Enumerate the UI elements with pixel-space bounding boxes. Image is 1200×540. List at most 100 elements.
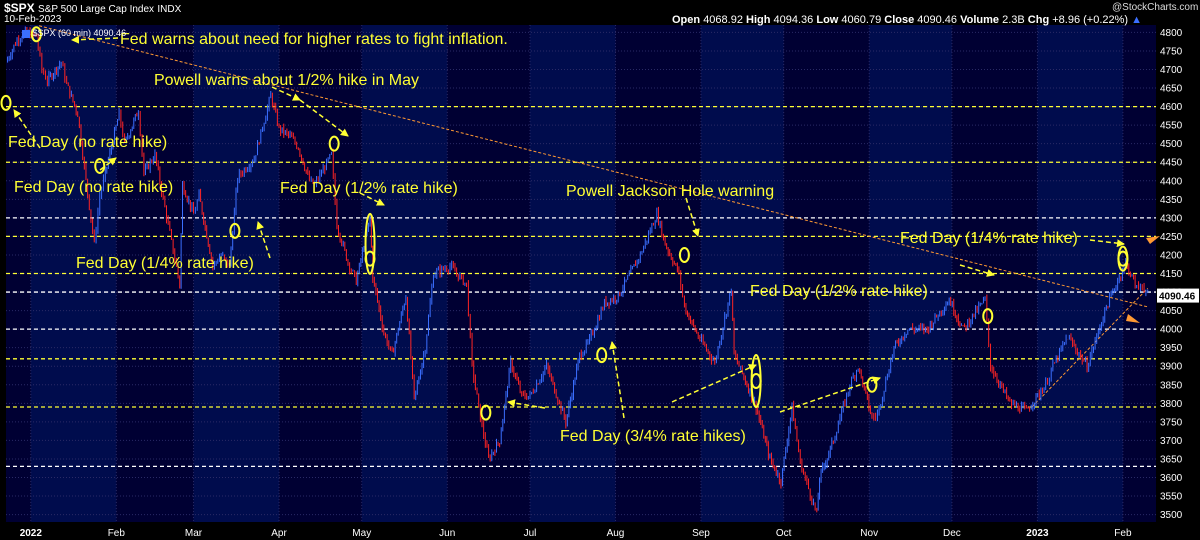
event-marker-tall <box>750 354 762 409</box>
event-marker <box>866 376 878 393</box>
event-marker <box>982 308 994 325</box>
x-tick-label: Mar <box>185 528 203 539</box>
chart-date: 10-Feb-2023 <box>4 14 62 25</box>
chart-title: $SPX S&P 500 Large Cap Index INDX <box>4 1 181 15</box>
x-tick-label: Apr <box>271 528 287 539</box>
trendline <box>38 25 1148 308</box>
high-label: High <box>746 14 771 26</box>
event-marker <box>596 347 608 364</box>
y-tick-label: 4300 <box>1160 213 1183 224</box>
y-tick-label: 4650 <box>1160 84 1183 95</box>
annotation-fed-quarter-feb: Fed Day (1/4% rate hike) <box>900 230 1078 247</box>
event-marker <box>328 135 340 152</box>
event-marker <box>678 246 690 263</box>
volume-value: 2.3B <box>1002 14 1025 26</box>
annotation-fed-half-may: Fed Day (1/2% rate hike) <box>280 180 458 197</box>
low-value: 4060.79 <box>841 14 882 26</box>
annotation-arrow <box>779 376 881 413</box>
up-arrow-icon: ▲ <box>1131 14 1143 26</box>
y-tick-label: 4350 <box>1160 195 1183 206</box>
y-tick-label: 3650 <box>1160 454 1183 465</box>
y-tick-label: 3850 <box>1160 380 1183 391</box>
annotation-arrow <box>609 341 625 419</box>
event-marker-tall <box>364 212 376 275</box>
ohlc-readout: Open 4068.92 High 4094.36 Low 4060.79 Cl… <box>672 14 1142 26</box>
support-resistance-lines <box>6 105 1156 468</box>
trendlines <box>38 25 1160 408</box>
annotation-fed-half-dec: Fed Day (1/2% rate hike) <box>750 283 928 300</box>
y-tick-label: 4700 <box>1160 65 1183 76</box>
annotation-fed-no-hike-1: Fed Day (no rate hike) <box>8 134 167 151</box>
series-legend: $SPX (60 min) 4090.46 <box>22 28 126 38</box>
x-tick-label: Oct <box>776 528 792 539</box>
close-value: 4090.46 <box>917 14 958 26</box>
annotation-arrow <box>1089 239 1125 248</box>
last-price-label: 4090.46 <box>1159 292 1196 303</box>
low-label: Low <box>816 14 839 26</box>
x-tick-label: Aug <box>607 528 625 539</box>
legend-text: $SPX (60 min) 4090.46 <box>32 28 127 38</box>
annotation-arrow <box>671 364 757 403</box>
last-price-bg <box>1157 288 1199 303</box>
annotation-arrow <box>271 86 301 101</box>
volume-label: Volume <box>960 14 1000 26</box>
y-tick-label: 4450 <box>1160 158 1183 169</box>
price-bars <box>7 26 1149 513</box>
chg-value: +8.96 (+0.22%) <box>1052 14 1129 26</box>
x-tick-label: Dec <box>943 528 961 539</box>
y-tick-label: 3600 <box>1160 473 1183 484</box>
x-tick-label: Jun <box>439 528 455 539</box>
event-marker <box>229 222 241 239</box>
vertical-grid <box>30 25 1124 522</box>
event-marker <box>480 404 492 421</box>
y-tick-label: 4250 <box>1160 232 1183 243</box>
y-tick-label: 3950 <box>1160 343 1183 354</box>
y-tick-label: 3550 <box>1160 492 1183 503</box>
x-tick-label: Sep <box>692 528 710 539</box>
x-tick-label: Feb <box>108 528 126 539</box>
event-markers <box>0 26 1129 421</box>
annotation-arrow <box>685 197 700 237</box>
y-tick-label: 4500 <box>1160 139 1183 150</box>
annotation-arrow <box>959 264 995 277</box>
annotation-arrow <box>359 192 385 206</box>
open-label: Open <box>672 14 701 26</box>
annotation-arrow <box>299 99 349 137</box>
annotation-fed-quarter-mar: Fed Day (1/4% rate hike) <box>76 255 254 272</box>
x-tick-label: 2022 <box>20 528 43 539</box>
trend-arrowhead <box>1146 236 1160 244</box>
event-marker <box>0 94 12 111</box>
last-price-box: 4090.46 <box>1157 288 1199 303</box>
high-value: 4094.36 <box>773 14 814 26</box>
x-tick-label: Jul <box>524 528 537 539</box>
open-value: 4068.92 <box>703 14 743 26</box>
annotation-fed-three-quarter: Fed Day (3/4% rate hikes) <box>560 428 746 445</box>
exchange: INDX <box>157 4 182 15</box>
annotation-arrow <box>99 157 117 171</box>
y-axis-ticks: 3500 3550 3600 3650 3700 3750 3800 3850 3900 3950… <box>1160 28 1183 521</box>
event-marker <box>94 157 106 174</box>
annotation-arrows <box>13 35 1125 419</box>
annotation-powell-may: Powell warns about 1/2% hike in May <box>154 72 419 89</box>
x-tick-label: 2023 <box>1026 528 1049 539</box>
event-marker <box>30 26 42 43</box>
y-tick-label: 4050 <box>1160 306 1183 317</box>
y-tick-label: 4550 <box>1160 121 1183 132</box>
y-tick-label: 4000 <box>1160 325 1183 336</box>
y-tick-label: 3750 <box>1160 417 1183 428</box>
y-tick-label: 4400 <box>1160 176 1183 187</box>
x-tick-label: Nov <box>860 528 878 539</box>
y-tick-label: 3500 <box>1160 510 1183 521</box>
annotation-jackson-hole: Powell Jackson Hole warning <box>566 183 774 200</box>
annotation-fed-warns: Fed warns about need for higher rates to… <box>120 31 508 48</box>
y-tick-label: 3700 <box>1160 436 1183 447</box>
annotation-arrow <box>507 399 546 409</box>
x-tick-label: Feb <box>1114 528 1132 539</box>
y-tick-label: 4750 <box>1160 46 1183 57</box>
y-tick-label: 4150 <box>1160 269 1183 280</box>
x-axis-ticks: 2022 Feb Mar Apr May Jun Jul Aug Sep Oct Nov Dec 202… <box>20 528 1132 539</box>
trend-arrowhead <box>1126 314 1140 323</box>
symbol: $SPX <box>4 1 35 15</box>
